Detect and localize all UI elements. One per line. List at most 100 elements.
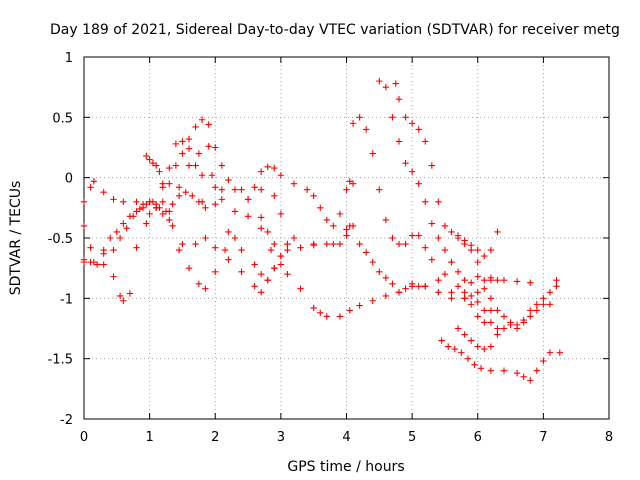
y-tick-label: -1.5 <box>48 353 73 368</box>
data-point <box>389 234 396 242</box>
data-point <box>395 138 403 145</box>
data-point <box>454 283 462 290</box>
data-point <box>225 256 232 263</box>
data-point <box>244 196 252 203</box>
x-tick-label: 5 <box>408 430 416 445</box>
data-point <box>527 307 534 314</box>
data-point <box>277 252 285 260</box>
data-point <box>257 225 265 232</box>
data-point <box>189 192 196 199</box>
y-tick-label: 0.5 <box>52 111 73 126</box>
data-point <box>271 164 278 172</box>
series-s14 <box>454 283 560 353</box>
data-point <box>448 258 455 266</box>
data-point <box>264 228 271 236</box>
data-point <box>513 278 521 285</box>
data-point <box>467 337 475 344</box>
data-point <box>257 214 265 221</box>
data-point <box>336 210 344 218</box>
data-point <box>507 321 514 329</box>
data-point <box>435 198 442 205</box>
data-point <box>205 143 212 150</box>
data-point <box>438 337 445 344</box>
x-tick-label: 1 <box>145 430 153 445</box>
data-point <box>458 349 465 356</box>
data-point <box>349 180 357 187</box>
y-tick-label: 1 <box>65 51 73 66</box>
data-point <box>323 240 331 248</box>
data-point <box>169 201 176 208</box>
data-point <box>376 268 383 275</box>
data-point <box>546 301 554 308</box>
data-point <box>553 283 560 290</box>
data-point <box>284 240 291 248</box>
data-point <box>251 261 258 268</box>
data-point <box>251 184 258 191</box>
data-point <box>100 261 107 268</box>
data-point <box>251 283 258 290</box>
data-point <box>221 246 229 254</box>
data-point <box>185 162 193 169</box>
data-point <box>218 162 226 169</box>
data-point <box>474 343 481 350</box>
data-point <box>323 313 331 320</box>
data-point <box>382 83 390 91</box>
data-point <box>330 240 337 248</box>
data-point <box>408 120 416 127</box>
data-point <box>264 163 271 171</box>
series-s9 <box>257 214 291 260</box>
data-point <box>169 222 176 230</box>
data-point <box>369 150 376 157</box>
data-point <box>494 307 501 314</box>
data-point <box>271 264 278 272</box>
data-point <box>277 261 285 268</box>
series-s2 <box>80 138 239 304</box>
data-point <box>152 201 160 208</box>
data-point <box>349 120 357 127</box>
data-point <box>330 222 337 230</box>
series-s7 <box>225 222 501 302</box>
data-point <box>113 228 121 236</box>
data-point <box>185 135 193 143</box>
data-point <box>195 150 203 157</box>
series-s10 <box>349 114 495 326</box>
data-point <box>422 283 429 290</box>
data-point <box>284 271 291 278</box>
data-point <box>343 186 350 193</box>
data-point <box>540 357 547 365</box>
data-point <box>382 292 390 300</box>
data-point <box>166 216 173 224</box>
data-point <box>202 204 209 212</box>
data-point <box>467 301 475 308</box>
data-point <box>422 244 429 251</box>
data-point <box>556 349 563 356</box>
data-point <box>159 210 166 218</box>
data-point <box>179 138 186 145</box>
data-point <box>467 292 475 300</box>
data-point <box>448 228 455 236</box>
data-point <box>487 295 495 302</box>
data-point <box>244 213 252 220</box>
data-point <box>546 349 554 356</box>
data-point <box>90 258 98 266</box>
y-axis: -2 -1.5 -1 -0.5 0 0.5 1 <box>48 51 609 428</box>
data-point <box>218 196 226 203</box>
data-point <box>120 297 127 304</box>
data-point <box>513 369 521 377</box>
data-point <box>389 280 396 288</box>
data-point <box>238 186 245 193</box>
data-point <box>257 168 265 175</box>
data-point <box>481 307 488 314</box>
data-point <box>474 258 481 266</box>
data-point <box>389 114 396 121</box>
data-point <box>175 192 183 199</box>
data-point <box>87 184 94 191</box>
data-point <box>156 204 163 212</box>
data-point <box>435 289 442 296</box>
data-point <box>520 373 527 380</box>
data-point <box>448 289 455 296</box>
data-point <box>451 345 458 353</box>
data-point <box>143 220 150 227</box>
data-point <box>323 216 331 224</box>
data-point <box>179 150 186 157</box>
